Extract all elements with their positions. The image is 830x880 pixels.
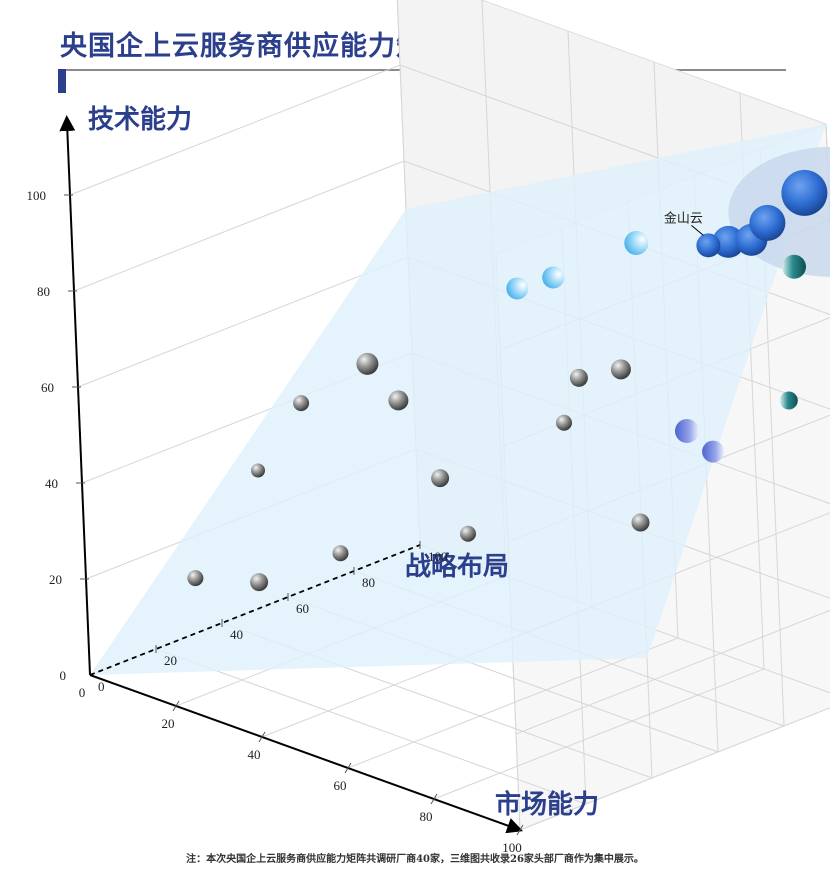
z-tick-label: 40 [45, 476, 58, 491]
y-tick-label: 40 [230, 627, 243, 642]
z-tick-label: 20 [49, 572, 62, 587]
data-point [610, 359, 631, 380]
data-point [749, 204, 786, 241]
data-point [388, 390, 409, 411]
z-tick-label: 80 [37, 284, 50, 299]
data-point [250, 573, 269, 592]
grid-line [433, 668, 765, 800]
grid-line [347, 637, 679, 769]
data-point [332, 545, 349, 562]
data-point [251, 463, 265, 478]
grid-line [155, 648, 587, 805]
x-tick-mark [430, 793, 438, 805]
y-tick-label: 20 [164, 653, 177, 668]
x-tick-label: 20 [162, 716, 175, 731]
data-points [187, 169, 828, 592]
footnote: 注：本次央国企上云服务商供应能力矩阵共调研厂商40家，三维图共收录26家头部厂商… [186, 854, 644, 865]
data-point [624, 231, 649, 255]
x-tick-label: 100 [502, 840, 522, 855]
data-point [779, 391, 798, 410]
z-tick-label: 60 [41, 380, 54, 395]
data-point [569, 368, 588, 387]
y-tick-label: 60 [296, 601, 309, 616]
data-point [696, 233, 721, 258]
data-point [356, 352, 379, 375]
data-point [542, 266, 565, 289]
data-point [187, 570, 204, 587]
x-tick-label: 80 [420, 809, 433, 824]
x-axis-line [89, 674, 524, 834]
y-axis-title: 战略布局 [405, 551, 509, 582]
z-axis-title: 技术能力 [88, 104, 192, 135]
x-tick-mark [172, 700, 180, 712]
x-tick-mark [344, 762, 352, 774]
data-point [460, 525, 476, 542]
data-point [506, 277, 529, 300]
x-tick-label: 60 [334, 778, 347, 793]
x-tick-label: 40 [248, 747, 261, 762]
x-tick-mark [258, 731, 266, 743]
y-tick-label: 80 [362, 575, 375, 590]
data-point [782, 254, 806, 279]
z-tick-label: 100 [27, 188, 47, 203]
title-accent-bar [58, 69, 66, 93]
trend-plane-surface [90, 124, 826, 675]
data-point [431, 469, 450, 488]
x-axis-title: 市场能力 [495, 789, 599, 820]
data-point [702, 440, 725, 463]
data-point [675, 419, 699, 443]
annotations: 金山云 [664, 210, 704, 236]
z-tick-label: 0 [60, 668, 67, 683]
data-label-jinshanyun: 金山云 [664, 210, 703, 225]
data-point [631, 513, 650, 532]
z-axis-line [59, 115, 91, 676]
data-point [781, 169, 828, 216]
x-tick-label: 0 [79, 685, 86, 700]
data-point [712, 225, 745, 258]
callout-leader-line [691, 224, 704, 236]
x-tick-mark [516, 824, 524, 836]
tick-labels: 0 20 40 60 80 100 0 20 40 60 80 100 0 20 40 60 80 100 [27, 188, 524, 855]
y-tick-label: 0 [98, 679, 105, 694]
data-point [556, 414, 572, 431]
y-tick-label: 100 [428, 549, 448, 564]
data-point [293, 395, 310, 412]
grid-line [519, 707, 830, 831]
